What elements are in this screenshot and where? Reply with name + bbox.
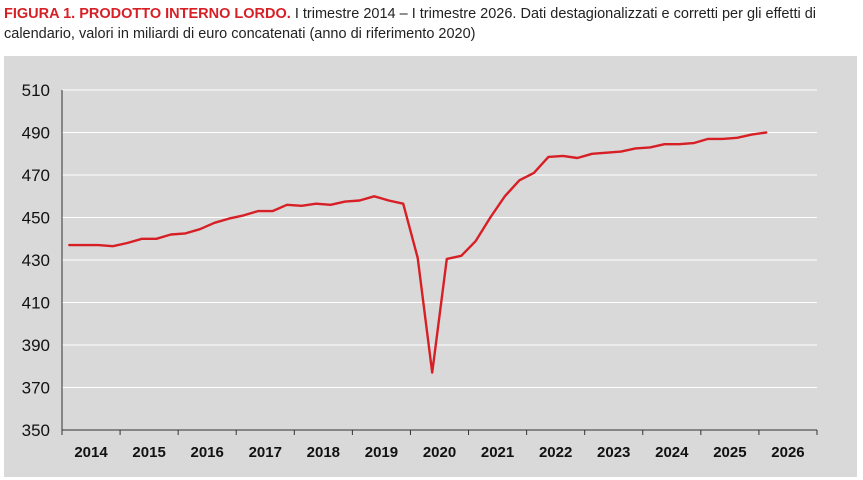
figure-title: PRODOTTO INTERNO LORDO. [79, 6, 291, 22]
x-tick-label-2016: 2016 [191, 444, 224, 461]
x-tick-label-2026: 2026 [771, 444, 804, 461]
x-tick-label-2023: 2023 [597, 444, 630, 461]
chart-panel: 350 370 390 410 430 450 470 490 510 2014 2015 2016 2… [4, 56, 857, 477]
figure-caption: FIGURA 1. PRODOTTO INTERNO LORDO. I trim… [4, 4, 860, 44]
gdp-series-line [68, 131, 768, 374]
x-tick-label-2019: 2019 [365, 444, 398, 461]
y-tick-label-470: 470 [22, 166, 50, 185]
y-tick-label-450: 450 [22, 209, 50, 228]
x-tick-label-2015: 2015 [132, 444, 165, 461]
y-tick-label-350: 350 [22, 421, 50, 440]
y-tick-label-430: 430 [22, 251, 50, 270]
gdp-line-chart: 350 370 390 410 430 450 470 490 510 2014 2015 2016 2… [22, 81, 818, 461]
figure-number: FIGURA 1. [4, 6, 76, 22]
x-tick-label-2022: 2022 [539, 444, 572, 461]
x-tick-label-2021: 2021 [481, 444, 514, 461]
x-tick-label-2025: 2025 [713, 444, 746, 461]
figure-description: I trimestre 2014 – I trimestre 2026. Dat… [4, 6, 817, 42]
x-tick-label-2020: 2020 [423, 444, 456, 461]
x-tick-label-2018: 2018 [307, 444, 340, 461]
y-tick-label-370: 370 [22, 379, 50, 398]
x-tick-label-2017: 2017 [249, 444, 282, 461]
y-tick-label-490: 490 [22, 124, 50, 143]
y-tick-label-390: 390 [22, 336, 50, 355]
x-tick-label-2014: 2014 [74, 444, 108, 461]
x-tick-label-2024: 2024 [655, 444, 689, 461]
y-tick-label-410: 410 [22, 294, 50, 313]
y-tick-label-510: 510 [22, 81, 50, 100]
